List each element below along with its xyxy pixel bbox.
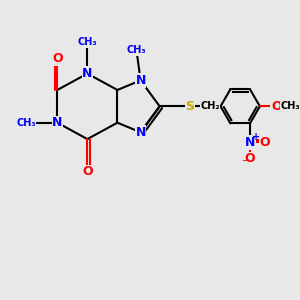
Text: CH₃: CH₃: [280, 101, 300, 111]
Text: CH₃: CH₃: [16, 118, 36, 128]
Text: N: N: [135, 74, 146, 87]
Text: N: N: [82, 67, 93, 80]
Text: +: +: [252, 132, 260, 142]
Text: N: N: [245, 136, 255, 149]
Text: ⁻: ⁻: [241, 158, 247, 168]
Text: CH₃: CH₃: [127, 45, 146, 56]
Text: N: N: [52, 116, 62, 129]
Text: CH₃: CH₃: [78, 37, 97, 47]
Text: O: O: [260, 136, 270, 149]
Text: O: O: [245, 152, 255, 165]
Text: S: S: [185, 100, 194, 113]
Text: CH₂: CH₂: [200, 101, 220, 111]
Text: N: N: [135, 126, 146, 139]
Text: O: O: [82, 165, 93, 178]
Text: O: O: [271, 100, 281, 113]
Text: O: O: [52, 52, 63, 65]
